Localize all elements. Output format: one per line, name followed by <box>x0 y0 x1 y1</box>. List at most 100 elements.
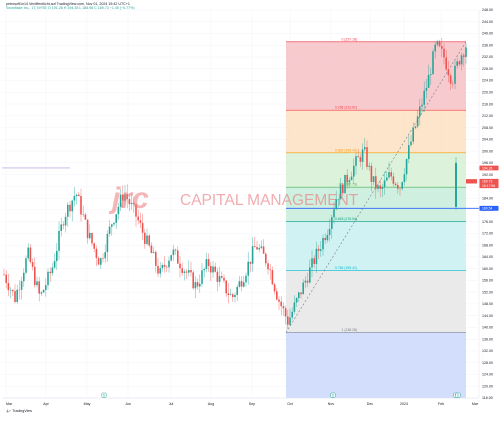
price-tag-text: 180.54 <box>482 207 492 211</box>
candle-body <box>298 292 300 299</box>
candle-body <box>423 90 425 105</box>
candle-body <box>69 204 71 212</box>
time-tick-label: Jul <box>169 402 174 406</box>
candle-body <box>397 184 399 189</box>
candle-body <box>49 271 51 274</box>
time-tick-label: Aug <box>208 402 214 406</box>
candle-body <box>408 145 410 160</box>
candle-body <box>168 260 170 268</box>
candle-body <box>361 149 364 162</box>
candle-body <box>117 206 120 215</box>
candle-body <box>216 271 219 282</box>
candle-body <box>115 214 117 223</box>
candle-body <box>205 259 208 269</box>
candle-body <box>245 275 247 283</box>
candle-body <box>258 247 260 250</box>
price-tick-label: 176.00 <box>482 220 493 224</box>
candle-body <box>251 246 254 264</box>
candle-body <box>280 301 282 307</box>
candle-body <box>317 248 320 251</box>
candle-body <box>379 185 381 189</box>
price-tick-label: 208.00 <box>482 126 493 130</box>
candle-body <box>203 268 205 271</box>
candle-body <box>337 199 340 200</box>
price-tag-bg <box>479 205 499 211</box>
candle-body <box>331 217 333 229</box>
candle-body <box>432 51 434 75</box>
candle-body <box>370 165 373 182</box>
event-markers[interactable]: SSSS <box>101 392 461 398</box>
candle-body <box>60 224 62 231</box>
price-tick-label: 216.00 <box>482 102 493 106</box>
candle-body <box>80 196 82 215</box>
candle-body <box>170 255 172 261</box>
price-tag-text: 189.73 <box>482 180 492 184</box>
price-tick-label: 184.00 <box>482 196 493 200</box>
candle-body <box>414 126 417 128</box>
candle-body <box>394 183 397 185</box>
candle-body <box>348 180 351 183</box>
time-tick-label: May <box>84 402 91 406</box>
candle-body <box>326 234 329 241</box>
candle-body <box>214 266 216 272</box>
candle-body <box>368 165 370 167</box>
candle-body <box>282 306 285 309</box>
candle-body <box>366 147 368 167</box>
candle-body <box>177 250 179 264</box>
candle-body <box>223 277 225 281</box>
candle-body <box>3 274 5 276</box>
candle-body <box>342 184 344 194</box>
candle-body <box>201 270 203 284</box>
candle-body <box>102 258 104 259</box>
candle-body <box>5 274 7 284</box>
candle-body <box>148 235 150 246</box>
price-tick-label: 244.00 <box>482 20 493 24</box>
candle-body <box>152 252 155 254</box>
candle-body <box>447 69 450 76</box>
candle-body <box>56 250 58 262</box>
candle-body <box>141 222 144 233</box>
fibonacci-retracement[interactable]: 0 (237.18) 0.236 (213.91) 0.382 (199.43) 0.… <box>286 37 466 398</box>
fib-level-label: 0.786 (159.41) <box>335 266 357 270</box>
candle-body <box>449 75 452 84</box>
symbol-ohlc-line: Snowflake Inc., 1T, NYSE O 191.26 H 194.… <box>6 6 135 11</box>
price-tag-bg <box>479 178 499 184</box>
time-tick-label: Sep <box>249 402 255 406</box>
candle-body <box>47 271 49 286</box>
capital-management-text: CAPITAL MANAGEMENT <box>180 192 359 209</box>
candle-body <box>150 245 153 254</box>
fib-trend-line[interactable] <box>285 41 467 333</box>
candle-body <box>14 291 16 302</box>
fib-zone <box>286 41 466 111</box>
event-marker <box>330 392 336 398</box>
candle-body <box>172 249 175 256</box>
candle-body <box>441 46 443 49</box>
candle-body <box>108 226 111 234</box>
candle-body <box>126 194 128 200</box>
candle-body <box>71 200 73 212</box>
candle-body <box>128 199 131 205</box>
event-marker-label: S <box>457 394 459 398</box>
event-marker-label: S <box>103 394 105 398</box>
candle-body <box>427 74 430 88</box>
tradingview-brand: TradingView <box>12 409 33 413</box>
candle-body <box>346 174 348 183</box>
candle-body <box>311 258 313 268</box>
price-tick-label: 236.00 <box>482 43 493 47</box>
candle-body <box>357 156 359 158</box>
candle-body <box>181 268 183 273</box>
candle-body <box>390 172 392 177</box>
candle-body <box>31 262 34 267</box>
tradingview-footer: ⊥⌐ TradingView <box>6 409 32 413</box>
candle-body <box>401 182 403 189</box>
candle-body <box>221 276 223 278</box>
price-axis[interactable]: 248.00 244.00 240.00 236.00 232.00 228.00 224.… <box>478 8 493 400</box>
candle-body <box>227 293 230 296</box>
candle-body <box>199 283 201 287</box>
time-axis[interactable]: Mar Apr May Jun Jul Aug Sep Oct Nov Dec 2024 Feb Mar <box>2 397 479 406</box>
jrc-capital-management-watermark: jrc CAPITAL MANAGEMENT <box>108 182 359 215</box>
candle-body <box>42 289 45 293</box>
candle-body <box>29 247 32 263</box>
